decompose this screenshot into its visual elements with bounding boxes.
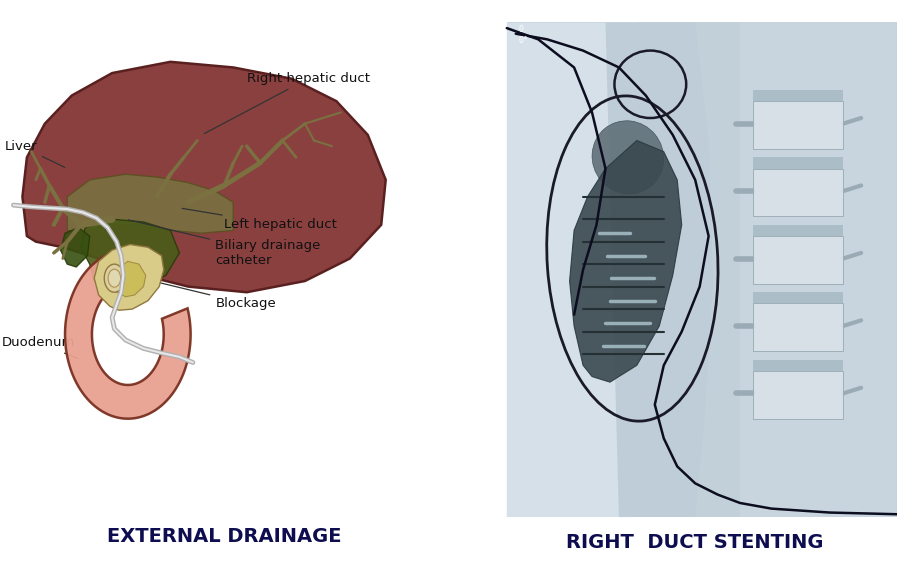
Polygon shape: [65, 250, 190, 419]
Polygon shape: [94, 244, 163, 310]
Text: Biliary drainage
catheter: Biliary drainage catheter: [128, 220, 320, 267]
Text: Blockage: Blockage: [155, 282, 276, 310]
Bar: [753, 101, 843, 149]
Text: RIGHT  DUCT STENTING: RIGHT DUCT STENTING: [566, 533, 824, 552]
Bar: [753, 225, 843, 236]
Bar: [753, 157, 843, 169]
Bar: [753, 236, 843, 284]
Text: 0
0°: 0 0°: [518, 25, 528, 45]
Bar: [753, 303, 843, 351]
Polygon shape: [605, 22, 713, 517]
Text: Duodenum: Duodenum: [2, 336, 78, 359]
Bar: [753, 371, 843, 419]
Polygon shape: [112, 261, 145, 297]
Ellipse shape: [592, 121, 664, 194]
Polygon shape: [22, 62, 386, 292]
Bar: [507, 22, 897, 517]
Text: Right hepatic duct: Right hepatic duct: [205, 72, 370, 134]
Polygon shape: [740, 22, 897, 517]
Polygon shape: [507, 22, 673, 517]
Ellipse shape: [108, 269, 120, 287]
Bar: [753, 169, 843, 216]
Polygon shape: [570, 140, 682, 382]
Text: Liver: Liver: [4, 139, 65, 167]
Bar: [753, 292, 843, 303]
Text: Left hepatic duct: Left hepatic duct: [182, 209, 337, 232]
Polygon shape: [67, 174, 233, 233]
Ellipse shape: [104, 264, 125, 292]
Bar: [753, 360, 843, 371]
Polygon shape: [61, 228, 90, 267]
Polygon shape: [81, 219, 179, 289]
Bar: [753, 90, 843, 101]
Text: EXTERNAL DRAINAGE: EXTERNAL DRAINAGE: [107, 527, 342, 546]
